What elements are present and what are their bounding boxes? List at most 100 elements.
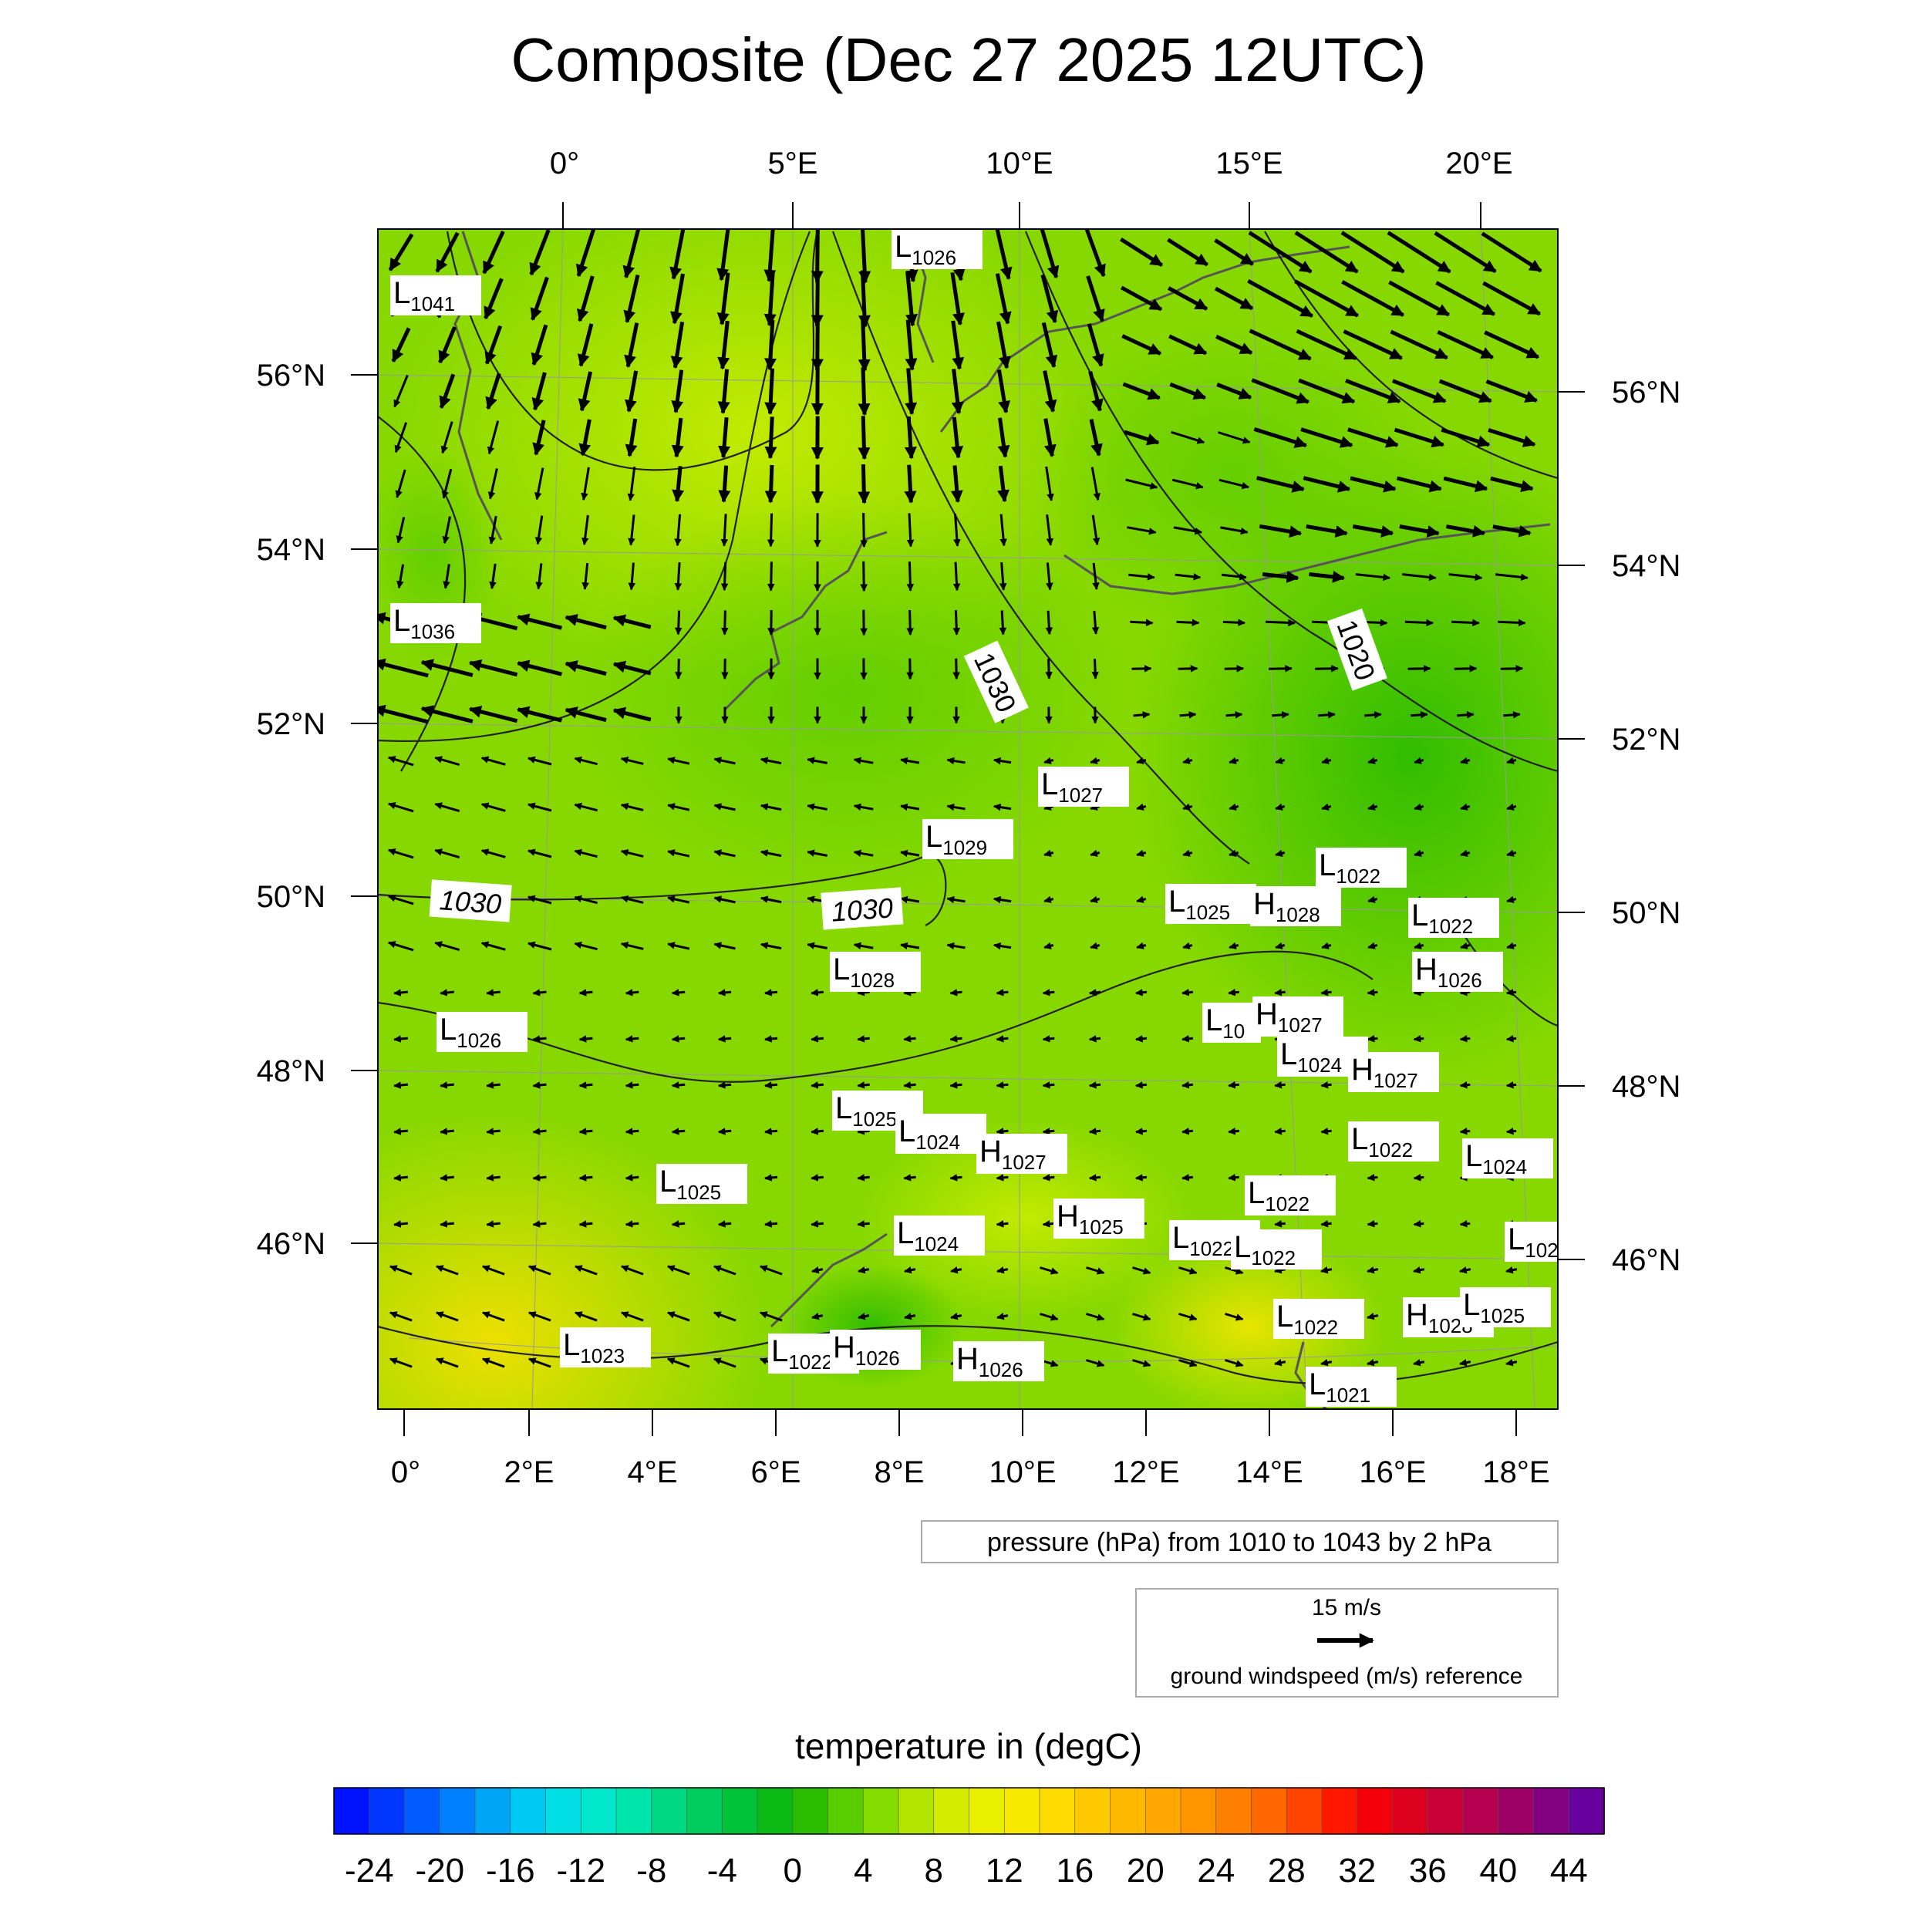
wind-arrow [863, 319, 865, 371]
wind-arrow [904, 992, 915, 993]
lat-tick-label: 46°N [1612, 1243, 1680, 1277]
wind-arrow [863, 367, 865, 414]
lon-tick-label: 10°E [986, 147, 1053, 180]
low-pressure-label: L1026 [436, 1012, 528, 1052]
top-lon-axis: 0° 5°E 10°E 15°E 20°E [550, 147, 1513, 229]
wind-arrow [997, 1038, 1009, 1039]
lat-tick-label: 46°N [257, 1227, 325, 1261]
wind-arrow [811, 992, 824, 993]
colorbar-tick-label: 4 [854, 1852, 872, 1890]
wind-arrow [1275, 1084, 1285, 1085]
wind-arrow [817, 319, 818, 370]
colorbar-bin [793, 1788, 828, 1834]
low-pressure-label: L1021 [1306, 1367, 1397, 1407]
wind-arrow [394, 1223, 408, 1225]
wind-arrow [1503, 714, 1519, 716]
wind-arrow [1368, 1038, 1378, 1039]
wind-arrow [1507, 1084, 1516, 1085]
wind-arrow [1182, 1084, 1193, 1085]
wind-arrow [1049, 659, 1050, 679]
right-lat-axis: 56°N 54°N 52°N 50°N 48°N 46°N [1558, 376, 1680, 1277]
lon-tick-label: 8°E [875, 1455, 925, 1489]
colorbar-tick-label: 16 [1056, 1852, 1094, 1890]
colorbar-bin [1075, 1788, 1111, 1834]
wind-arrow [1321, 992, 1331, 993]
wind-arrow [765, 1084, 777, 1086]
wind-arrow [1136, 1177, 1147, 1178]
wind-arrow [672, 1223, 685, 1225]
wind-arrow [1136, 1084, 1147, 1085]
wind-arrow [580, 1131, 593, 1132]
wind-arrow [904, 1084, 915, 1086]
lon-tick-label: 4°E [628, 1455, 678, 1489]
colorbar-bin [687, 1788, 723, 1834]
wind-arrow [1002, 611, 1003, 635]
wind-arrow [1457, 714, 1473, 716]
wind-arrow [678, 611, 679, 635]
wind-arrow [724, 562, 725, 590]
high-pressure-label: H1025 [1053, 1199, 1144, 1239]
lat-tick-label: 52°N [1612, 723, 1680, 757]
wind-arrow [858, 1038, 869, 1040]
wind-arrow [858, 1084, 869, 1086]
wind-arrow [719, 992, 731, 993]
wind-arrow [719, 1038, 731, 1040]
wind-arrow [580, 1084, 593, 1086]
colorbar-tick-label: -12 [557, 1852, 606, 1890]
bottom-lon-axis: 0° 2°E 4°E 6°E 8°E 10°E 12°E 14°E 16°E 1… [391, 1409, 1550, 1489]
colorbar-bin [334, 1788, 369, 1834]
low-pressure-label: L1041 [390, 275, 481, 315]
lat-tick-label: 56°N [257, 359, 325, 393]
figure-title: Composite (Dec 27 2025 12UTC) [511, 25, 1426, 94]
wind-arrow [487, 1223, 500, 1225]
wind-arrow [1414, 1177, 1424, 1178]
wind-arrow [956, 659, 957, 679]
high-pressure-label: H1026 [953, 1341, 1044, 1381]
low-pressure-label: L1024 [894, 1216, 985, 1256]
wind-arrow [811, 1084, 824, 1086]
low-pressure-label: L1025 [656, 1164, 747, 1204]
wind-arrow [672, 992, 685, 993]
wind-arrow [1272, 714, 1289, 716]
wind-arrow [951, 1038, 962, 1040]
wind-arrow [580, 1223, 593, 1225]
low-pressure-label: L1025 [1165, 884, 1256, 924]
colorbar-bin [863, 1788, 898, 1834]
wind-reference-speed: 15 m/s [1312, 1595, 1381, 1620]
low-pressure-label: L1024 [895, 1114, 986, 1154]
wind-arrow [719, 1131, 731, 1132]
colorbar-bin [828, 1788, 864, 1834]
colorbar-bin [1569, 1788, 1604, 1834]
high-pressure-label: H1027 [1252, 996, 1343, 1037]
low-pressure-label: L1022 [1348, 1121, 1439, 1162]
pressure-note-text: pressure (hPa) from 1010 to 1043 by 2 hP… [987, 1528, 1492, 1557]
wind-arrow [1364, 714, 1381, 716]
wind-arrow [1321, 1084, 1331, 1085]
lon-tick-label: 14°E [1235, 1455, 1303, 1489]
colorbar-tick-label: 36 [1409, 1852, 1447, 1890]
wind-arrow [440, 1131, 454, 1132]
wind-arrow [858, 1177, 869, 1178]
lat-tick-label: 52°N [257, 707, 325, 741]
wind-arrow [909, 561, 910, 591]
colorbar-bin [1393, 1788, 1428, 1834]
lat-tick-label: 48°N [257, 1054, 325, 1088]
wind-arrow [394, 1084, 408, 1086]
lat-tick-label: 48°N [1612, 1070, 1680, 1104]
wind-arrow [1095, 659, 1096, 678]
wind-arrow [394, 1038, 408, 1040]
wind-arrow [1414, 1038, 1424, 1039]
wind-arrow [1368, 1223, 1378, 1224]
colorbar-bin [934, 1788, 969, 1834]
colorbar-bin [581, 1788, 616, 1834]
wind-arrow [997, 1223, 1009, 1224]
lat-tick-label: 54°N [257, 533, 325, 567]
colorbar-bin [969, 1788, 1005, 1834]
wind-arrow [1414, 1223, 1424, 1224]
wind-arrow [626, 992, 639, 993]
wind-arrow [394, 1177, 408, 1178]
wind-arrow [1461, 1084, 1470, 1085]
wind-arrow [1043, 1084, 1055, 1085]
wind-arrow [864, 513, 865, 547]
